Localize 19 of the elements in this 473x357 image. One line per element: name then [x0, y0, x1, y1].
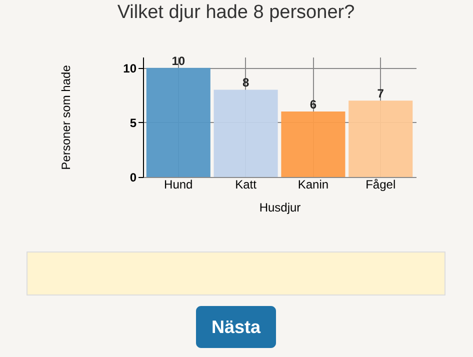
- x-axis-title: Husdjur: [259, 200, 301, 214]
- y-axis-title: Personer som hade: [59, 64, 74, 170]
- data-label: 10: [172, 54, 186, 68]
- bar: [281, 112, 346, 177]
- x-tick-label: Kanin: [298, 178, 329, 192]
- data-label: 7: [377, 86, 384, 101]
- bar: [348, 100, 413, 177]
- data-label: 6: [310, 98, 317, 112]
- bar: [214, 90, 278, 177]
- chart-title: Vilket djur hade 8 personer?: [117, 2, 355, 23]
- y-tick-label: 10: [123, 61, 137, 76]
- x-tick-label: Fågel: [366, 178, 396, 192]
- x-tick-label: Katt: [235, 178, 258, 192]
- y-tick-label: 5: [130, 116, 137, 130]
- y-tick-label: 0: [130, 170, 137, 184]
- bar: [146, 68, 210, 177]
- data-label: 8: [242, 76, 250, 90]
- x-tick-label: Hund: [164, 178, 193, 192]
- text: Nästa: [211, 317, 262, 337]
